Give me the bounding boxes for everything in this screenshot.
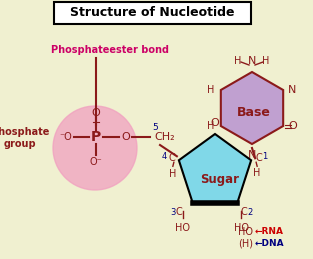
Text: 1: 1 (262, 152, 267, 161)
Text: O: O (288, 121, 297, 131)
Text: Sugar: Sugar (201, 174, 239, 186)
Text: H: H (208, 121, 215, 131)
Text: H: H (208, 85, 215, 95)
Text: N: N (248, 150, 256, 160)
Text: C: C (168, 153, 175, 163)
Text: ⁻O: ⁻O (59, 132, 72, 142)
Text: N: N (248, 56, 256, 66)
Text: H: H (262, 56, 270, 66)
Text: Structure of Nucleotide: Structure of Nucleotide (70, 6, 234, 19)
Text: 2: 2 (247, 208, 253, 217)
Text: Phosphate
group: Phosphate group (0, 127, 49, 149)
Text: 4: 4 (162, 152, 167, 161)
Text: O⁻: O⁻ (90, 157, 102, 167)
Text: C: C (176, 207, 183, 217)
Circle shape (53, 106, 137, 190)
FancyBboxPatch shape (54, 2, 251, 24)
Text: C: C (240, 207, 247, 217)
Text: O: O (122, 132, 131, 142)
Text: N: N (288, 85, 296, 95)
Text: O: O (92, 108, 100, 118)
Text: Base: Base (237, 106, 271, 119)
Text: ←RNA: ←RNA (255, 227, 284, 236)
Text: CH₂: CH₂ (155, 132, 175, 142)
Text: H: H (254, 168, 261, 178)
Text: 3: 3 (170, 208, 176, 217)
Text: HO: HO (238, 227, 253, 237)
Text: H: H (169, 169, 177, 179)
Text: (H): (H) (238, 239, 253, 249)
Polygon shape (179, 134, 251, 203)
Text: ←DNA: ←DNA (255, 240, 285, 248)
Polygon shape (221, 72, 283, 144)
Text: H: H (234, 56, 242, 66)
Text: O: O (211, 118, 219, 128)
Text: Phosphateester bond: Phosphateester bond (51, 45, 169, 55)
Text: 5: 5 (152, 124, 158, 133)
Text: HO: HO (175, 223, 190, 233)
Text: C: C (255, 153, 262, 163)
Text: P: P (91, 130, 101, 144)
Text: HO: HO (234, 223, 249, 233)
